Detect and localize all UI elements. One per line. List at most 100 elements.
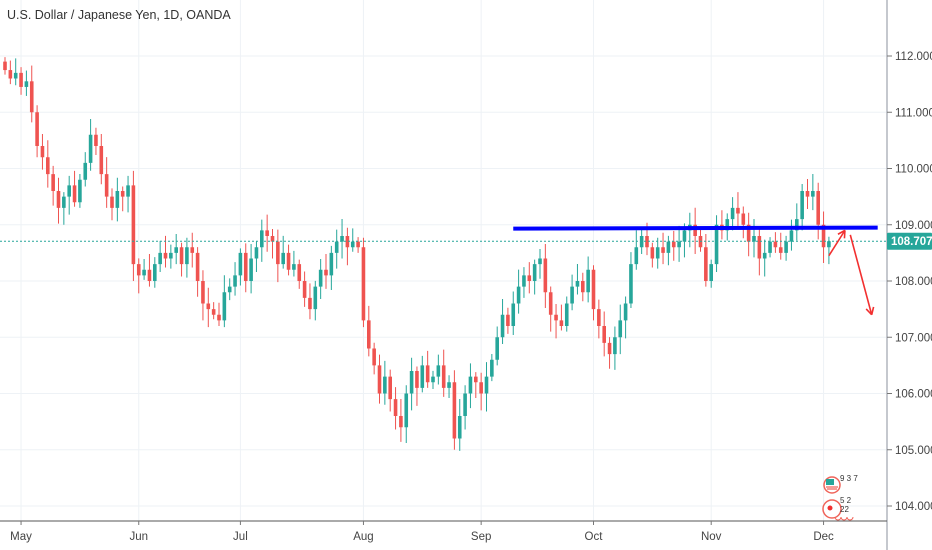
arrow-shaft (849, 234, 873, 315)
candle-body (725, 219, 730, 231)
candle (693, 207, 697, 254)
candle (179, 242, 184, 277)
candle (51, 165, 55, 206)
candle (29, 65, 34, 123)
candle (516, 269, 521, 314)
candle (452, 370, 457, 450)
candle-body (543, 258, 548, 293)
candle (393, 387, 398, 430)
candle-body (142, 269, 146, 276)
candle-body (736, 207, 740, 214)
candle (618, 304, 623, 355)
arrow-head (865, 308, 873, 316)
candle-body (666, 241, 671, 253)
candle-body (72, 185, 77, 203)
candle-body (800, 191, 804, 220)
candle-body (805, 191, 810, 197)
candle-body (136, 264, 141, 276)
candle (350, 228, 355, 252)
events-markers[interactable]: 9 3 7 5 2 22 (822, 473, 862, 523)
candle-body (564, 303, 569, 326)
candle-body (784, 241, 788, 253)
candle-body (463, 393, 467, 416)
candle-body (158, 252, 162, 265)
candle-body (383, 376, 387, 394)
price-tick-label: 111.000 (895, 107, 932, 119)
candle-body (730, 207, 735, 220)
candle-body (554, 314, 558, 321)
candle (329, 245, 334, 290)
candle-body (302, 281, 307, 298)
time-axis[interactable]: May Jun Jul Aug Sep Oct Nov Dec (10, 521, 834, 543)
candle-body (104, 174, 109, 197)
dividends-icon[interactable] (822, 499, 854, 521)
candle-body (270, 236, 275, 242)
candle-body (468, 376, 473, 394)
candle-body (399, 416, 403, 428)
candle-body (693, 224, 697, 236)
candle (13, 58, 18, 86)
price-axis[interactable]: 112.000 111.000 110.000 109.000 108.000 107.0… (887, 51, 932, 513)
drawings[interactable] (513, 225, 878, 316)
candle (286, 244, 291, 276)
candle (169, 244, 173, 269)
candle-body (120, 191, 125, 197)
candle (623, 296, 628, 339)
candle (3, 57, 7, 75)
candle-body (516, 286, 521, 304)
candle (78, 174, 82, 208)
arrow-down-drawing[interactable] (849, 234, 875, 316)
candle (153, 257, 157, 288)
candle (388, 369, 392, 412)
candle (318, 259, 323, 299)
candle (816, 182, 820, 240)
candle (554, 304, 558, 339)
candle (811, 174, 815, 211)
candle-body (206, 303, 211, 310)
candle-body (211, 309, 216, 315)
candle (484, 362, 489, 412)
candle (752, 219, 756, 258)
candle (500, 299, 505, 344)
time-tick-label: Sep (471, 531, 491, 543)
candle (677, 225, 681, 262)
candle-body (570, 286, 574, 304)
candle-body (29, 81, 34, 113)
earnings-icon[interactable] (823, 476, 841, 494)
candle (404, 385, 409, 443)
candle-body (265, 230, 269, 236)
candle (800, 184, 804, 231)
candle-body (420, 365, 425, 388)
candle (201, 270, 205, 321)
candle-body (13, 72, 18, 79)
candle-body (195, 252, 200, 281)
candle (773, 232, 778, 253)
candle-body (827, 241, 831, 248)
candle (243, 243, 248, 293)
candle (468, 363, 473, 409)
resistance-trendline[interactable] (513, 225, 878, 231)
arrow-up-drawing[interactable] (828, 229, 846, 257)
candle-body (816, 191, 820, 225)
dividends-label: 5 2 22 (840, 496, 852, 514)
candle-body (586, 269, 590, 293)
candle (227, 278, 232, 301)
candle-body (35, 112, 39, 146)
candle-body (597, 309, 601, 326)
time-tick-label: Nov (701, 531, 722, 543)
candle (564, 296, 569, 332)
arrow-head (870, 306, 875, 315)
candle-body (217, 314, 221, 321)
arrow-head (837, 229, 846, 235)
candle-body (762, 252, 767, 259)
candle-body (581, 281, 585, 293)
candle-body (415, 371, 419, 388)
candle (8, 60, 13, 85)
candle (736, 192, 740, 226)
candle (714, 215, 719, 272)
candle-body (661, 247, 665, 253)
candle-body (147, 269, 152, 281)
candle (104, 157, 109, 208)
candle (195, 247, 200, 297)
